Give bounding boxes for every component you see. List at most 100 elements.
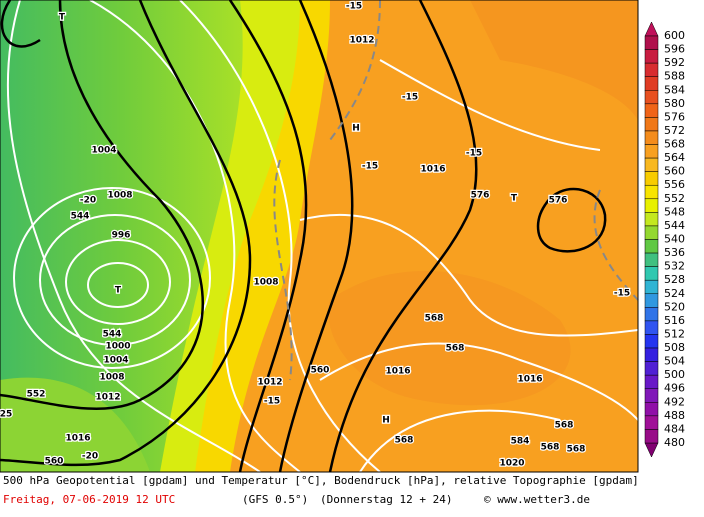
contour-label: -15 [466, 149, 482, 159]
contour-label: 568 [541, 443, 560, 453]
legend-swatch [644, 279, 659, 295]
pressure-center: T [59, 13, 66, 23]
legend-swatch [644, 76, 659, 91]
contour-label: 576 [471, 191, 490, 201]
white-contours [6, 0, 639, 473]
legend-swatch [644, 90, 659, 105]
legend-swatch [644, 402, 659, 417]
pressure-center: H [352, 124, 360, 134]
legend-label: 592 [664, 56, 685, 69]
legend-label: 600 [664, 29, 685, 42]
contour-label: 1016 [517, 375, 542, 385]
pressure-center: T [115, 286, 122, 296]
legend-swatch [644, 293, 659, 308]
contour-label: 1016 [65, 434, 90, 444]
legend-swatch [644, 388, 659, 403]
legend-swatch [644, 198, 659, 213]
contour-label: -15 [362, 162, 378, 172]
legend-label: 488 [664, 409, 685, 422]
contour-label: 568 [395, 436, 414, 446]
legend-swatch [644, 252, 659, 267]
legend-swatch [644, 130, 659, 145]
contour-label: 568 [446, 344, 465, 354]
legend-swatch [644, 239, 659, 254]
legend-arrow [644, 442, 659, 458]
footer-title: 500 hPa Geopotential [gpdam] und Tempera… [3, 474, 639, 487]
legend-label: 492 [664, 395, 685, 408]
contour-label: 568 [555, 421, 574, 431]
contour-label: 568 [425, 314, 444, 324]
legend-swatch [644, 144, 659, 159]
contour-label: 1016 [420, 165, 445, 175]
contour-label: 1020 [499, 459, 524, 469]
footer-model: (GFS 0.5°) [242, 493, 308, 506]
legend-label: 540 [664, 233, 685, 246]
legend-swatch [644, 320, 659, 335]
contour-label: 1008 [107, 191, 132, 201]
footer-date: Freitag, 07-06-2019 12 UTC [3, 493, 175, 506]
contour-label: 1012 [349, 36, 374, 46]
contour-label: 1008 [253, 278, 278, 288]
legend-swatch [644, 347, 659, 362]
legend-swatch [644, 62, 659, 77]
pressure-center: H [382, 416, 390, 426]
legend-label: 556 [664, 178, 685, 191]
legend-swatch [644, 361, 659, 376]
legend-swatch [644, 35, 659, 50]
legend-label: 572 [664, 124, 685, 137]
legend-swatch [644, 49, 659, 64]
legend-label: 480 [664, 436, 685, 449]
legend-label: 588 [664, 70, 685, 83]
legend-label: 528 [664, 273, 685, 286]
legend-label: 496 [664, 382, 685, 395]
contour-label: 996 [112, 231, 131, 241]
black-contours [0, 0, 607, 473]
contour-label: -15 [614, 289, 630, 299]
legend-label: 500 [664, 368, 685, 381]
color-legend: 6005965925885845805765725685645605565525… [644, 21, 685, 458]
legend-label: 504 [664, 355, 685, 368]
map-frame [0, 0, 639, 473]
dashed-isotherms [273, 0, 639, 381]
contour-label: 584 [511, 437, 530, 447]
orange-zone [470, 0, 638, 120]
legend-swatch [644, 117, 659, 132]
contour-label: 576 [549, 196, 568, 206]
footer-credit: © www.wetter3.de [484, 493, 590, 506]
legend-label: 552 [664, 192, 685, 205]
legend-swatch [644, 103, 659, 118]
contour-label: 1012 [95, 393, 120, 403]
legend-label: 536 [664, 246, 685, 259]
contour-label: 1016 [385, 367, 410, 377]
contour-label: -15 [264, 397, 280, 407]
legend-label: 544 [664, 219, 685, 232]
contour-label: -15 [346, 2, 362, 12]
legend-swatch [644, 334, 659, 349]
map-labels: T 1012 -15 -15 H 1004 -15 -15 1016 -20 1008 576 T 576… [0, 0, 631, 470]
legend-label: 516 [664, 314, 685, 327]
legend-label: 580 [664, 97, 685, 110]
contour-label: 25 [0, 410, 12, 420]
legend-swatch [644, 266, 659, 281]
legend-swatch [644, 171, 659, 186]
legend-swatch [644, 225, 659, 240]
contour-label: 1012 [257, 378, 282, 388]
contour-label: -15 [402, 93, 418, 103]
contour-label: 1008 [99, 373, 124, 383]
contour-label: 1004 [103, 356, 128, 366]
legend-label: 532 [664, 260, 685, 273]
legend-label: 584 [664, 83, 685, 96]
legend-swatch [644, 212, 659, 227]
legend-swatch [644, 157, 659, 172]
legend-label: 596 [664, 43, 685, 56]
legend-swatch [644, 374, 659, 389]
contour-label: 544 [71, 212, 90, 222]
contour-label: -20 [80, 196, 96, 206]
legend-label: 520 [664, 300, 685, 313]
legend-label: 548 [664, 205, 685, 218]
legend-label: 508 [664, 341, 685, 354]
legend-swatch [644, 307, 659, 322]
contour-label: 1000 [105, 342, 130, 352]
